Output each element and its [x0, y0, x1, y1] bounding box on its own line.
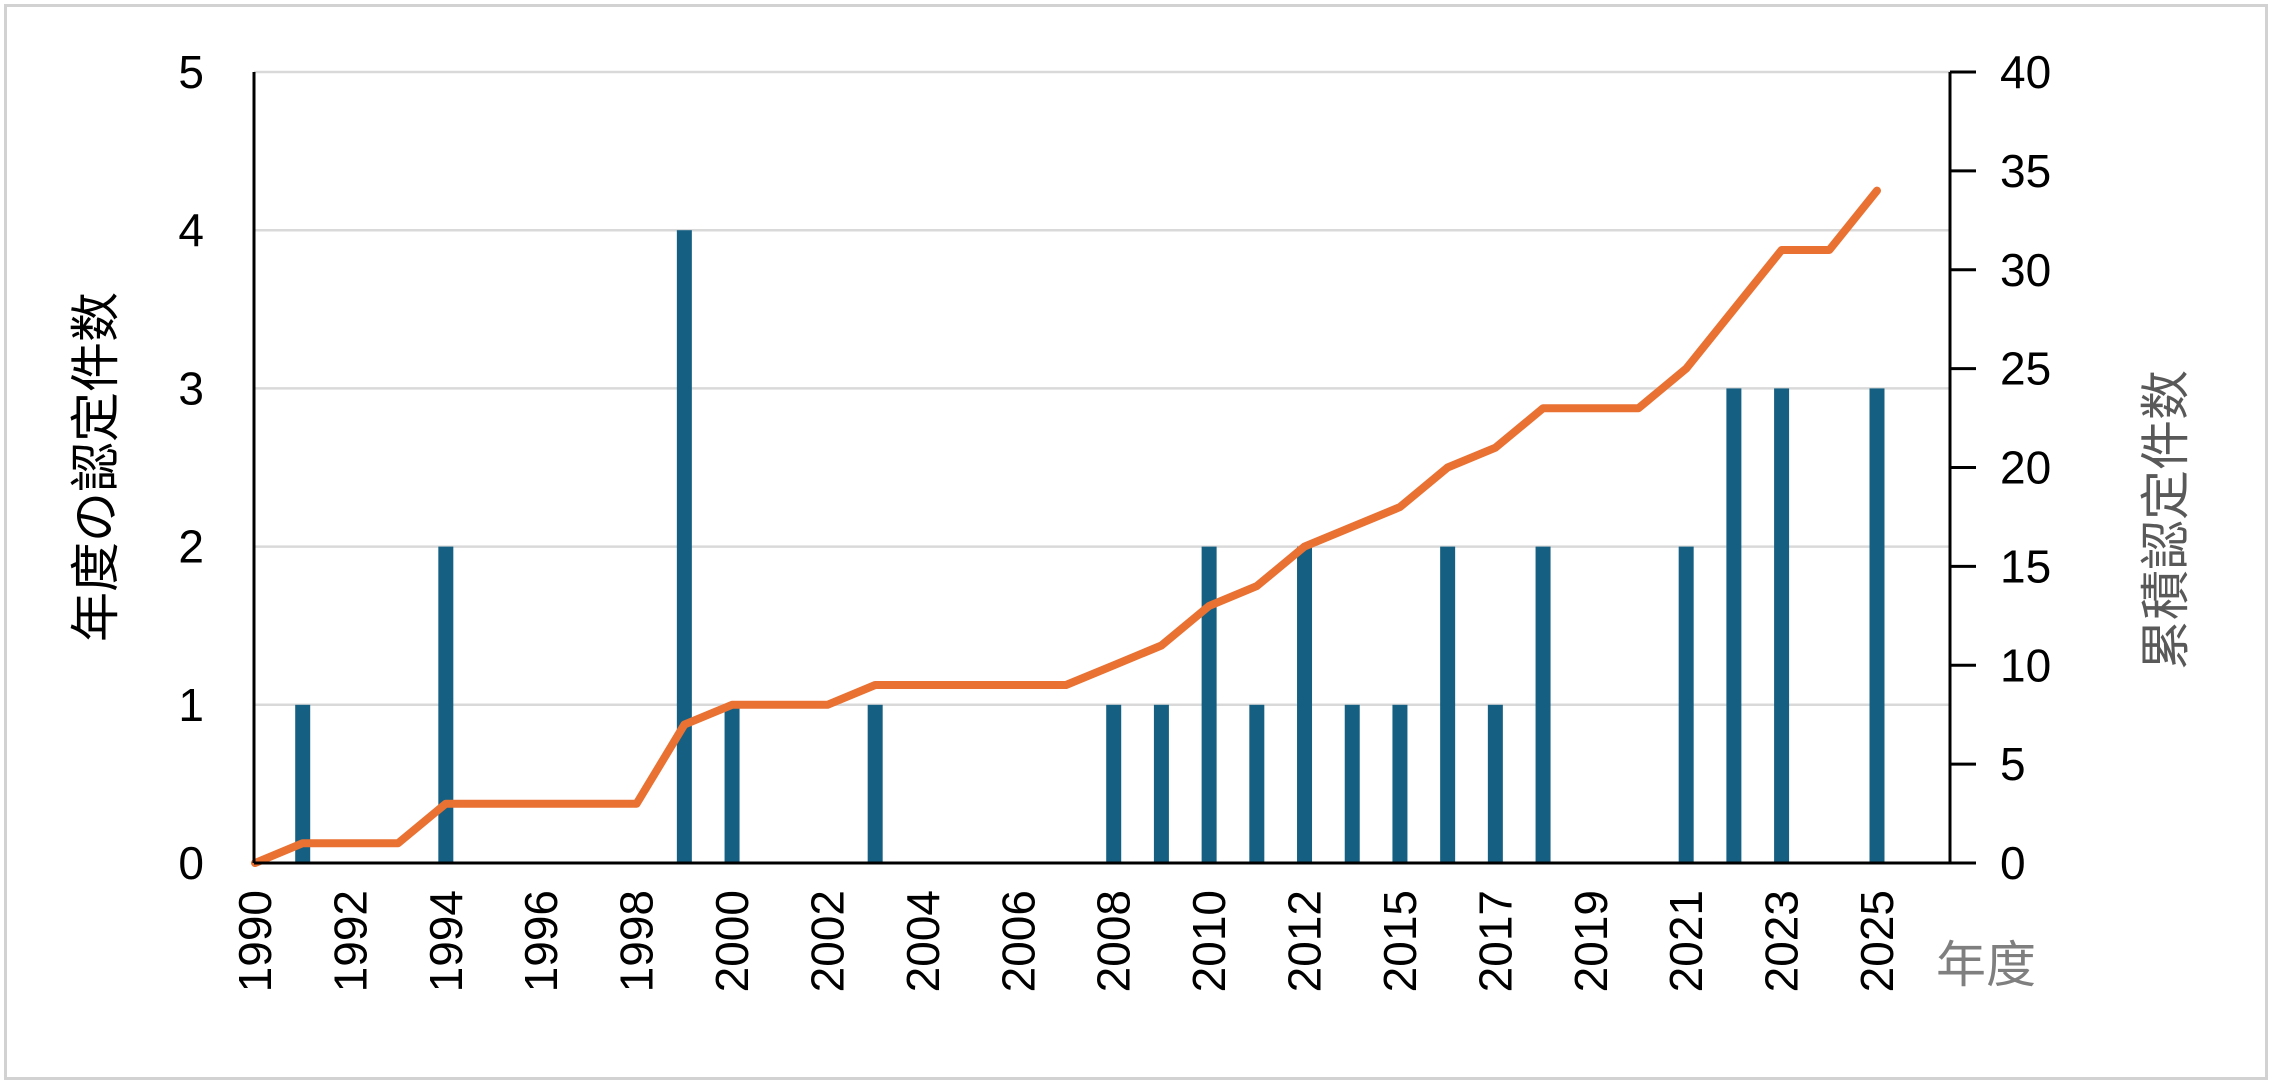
right-tick-label: 15 — [2000, 540, 2051, 592]
x-tick-label: 2023 — [1756, 890, 1808, 992]
bar-2021 — [1678, 546, 1694, 863]
cumulative-line — [251, 186, 1881, 867]
left-tick-label: 0 — [178, 837, 204, 889]
bar-2023 — [1774, 388, 1790, 863]
bar-2018 — [1535, 546, 1551, 863]
bar-2012 — [1297, 546, 1313, 863]
left-tick-label: 2 — [178, 521, 204, 573]
x-tick-label: 1998 — [611, 890, 663, 992]
bar-1994 — [438, 546, 454, 863]
bar-2016 — [1440, 546, 1456, 863]
x-tick-label: 2012 — [1279, 890, 1331, 992]
bar-2025 — [1869, 388, 1885, 863]
x-tick-label: 1992 — [324, 890, 376, 992]
x-tick-label: 2002 — [801, 890, 853, 992]
bar-2013 — [1344, 704, 1360, 863]
bar-2008 — [1106, 704, 1122, 863]
bar-2017 — [1487, 704, 1503, 863]
x-tick-label: 1990 — [229, 890, 281, 992]
x-tick-label: 2000 — [706, 890, 758, 992]
x-tick-label: 2017 — [1469, 890, 1521, 992]
left-axis-title: 年度の認定件数 — [68, 292, 124, 642]
x-tick-label: 2025 — [1851, 890, 1903, 992]
bar-2009 — [1153, 704, 1169, 863]
right-tick-label: 0 — [2000, 837, 2026, 889]
right-axis-title: 累積認定件数 — [2138, 370, 2194, 670]
x-tick-label: 2010 — [1183, 890, 1235, 992]
right-tick-label: 5 — [2000, 738, 2026, 790]
right-tick-label: 25 — [2000, 343, 2051, 395]
bar-2003 — [867, 704, 883, 863]
x-tick-label: 2004 — [897, 890, 949, 992]
x-axis-title: 年度 — [1936, 937, 2036, 993]
x-tick-label: 1996 — [515, 890, 567, 992]
right-tick-label: 30 — [2000, 244, 2051, 296]
bar-1991 — [295, 704, 311, 863]
left-tick-label: 4 — [178, 204, 204, 256]
x-tick-label: 2021 — [1660, 890, 1712, 992]
x-tick-label: 2008 — [1088, 890, 1140, 992]
bar-2015 — [1392, 704, 1408, 863]
right-tick-label: 10 — [2000, 639, 2051, 691]
right-tick-label: 40 — [2000, 46, 2051, 98]
bar-2010 — [1201, 546, 1217, 863]
right-tick-label: 35 — [2000, 145, 2051, 197]
left-tick-label: 3 — [178, 362, 204, 414]
left-tick-label: 1 — [178, 679, 204, 731]
right-tick-label: 20 — [2000, 442, 2051, 494]
x-tick-label: 2015 — [1374, 890, 1426, 992]
bar-2011 — [1249, 704, 1265, 863]
x-tick-label: 2019 — [1565, 890, 1617, 992]
x-tick-label: 1994 — [420, 890, 472, 992]
bar-2022 — [1726, 388, 1742, 863]
x-tick-label: 2006 — [992, 890, 1044, 992]
bar-1999 — [676, 230, 692, 863]
left-tick-label: 5 — [178, 46, 204, 98]
bar-2000 — [724, 704, 740, 863]
